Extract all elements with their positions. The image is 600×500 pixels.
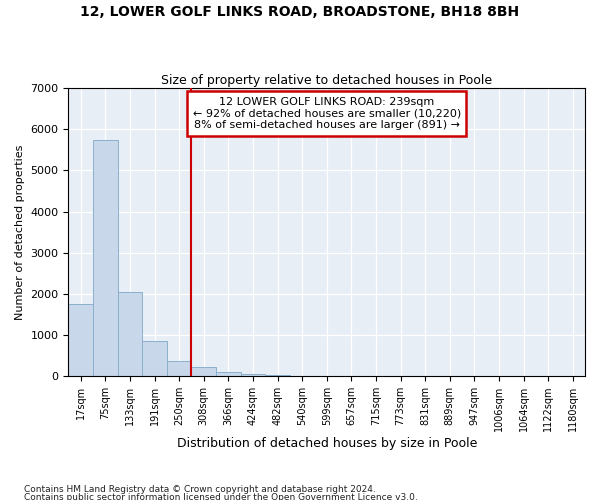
- Bar: [142, 341, 167, 376]
- Text: Contains HM Land Registry data © Crown copyright and database right 2024.: Contains HM Land Registry data © Crown c…: [24, 485, 376, 494]
- Bar: [265, 375, 290, 376]
- Title: Size of property relative to detached houses in Poole: Size of property relative to detached ho…: [161, 74, 492, 87]
- Text: 12 LOWER GOLF LINKS ROAD: 239sqm
← 92% of detached houses are smaller (10,220)
8: 12 LOWER GOLF LINKS ROAD: 239sqm ← 92% o…: [193, 97, 461, 130]
- Bar: [216, 372, 241, 376]
- Bar: [68, 304, 93, 376]
- Bar: [118, 292, 142, 376]
- Y-axis label: Number of detached properties: Number of detached properties: [15, 144, 25, 320]
- Bar: [93, 140, 118, 376]
- Bar: [167, 361, 191, 376]
- Bar: [241, 374, 265, 376]
- Bar: [191, 367, 216, 376]
- X-axis label: Distribution of detached houses by size in Poole: Distribution of detached houses by size …: [176, 437, 477, 450]
- Text: Contains public sector information licensed under the Open Government Licence v3: Contains public sector information licen…: [24, 494, 418, 500]
- Text: 12, LOWER GOLF LINKS ROAD, BROADSTONE, BH18 8BH: 12, LOWER GOLF LINKS ROAD, BROADSTONE, B…: [80, 5, 520, 19]
